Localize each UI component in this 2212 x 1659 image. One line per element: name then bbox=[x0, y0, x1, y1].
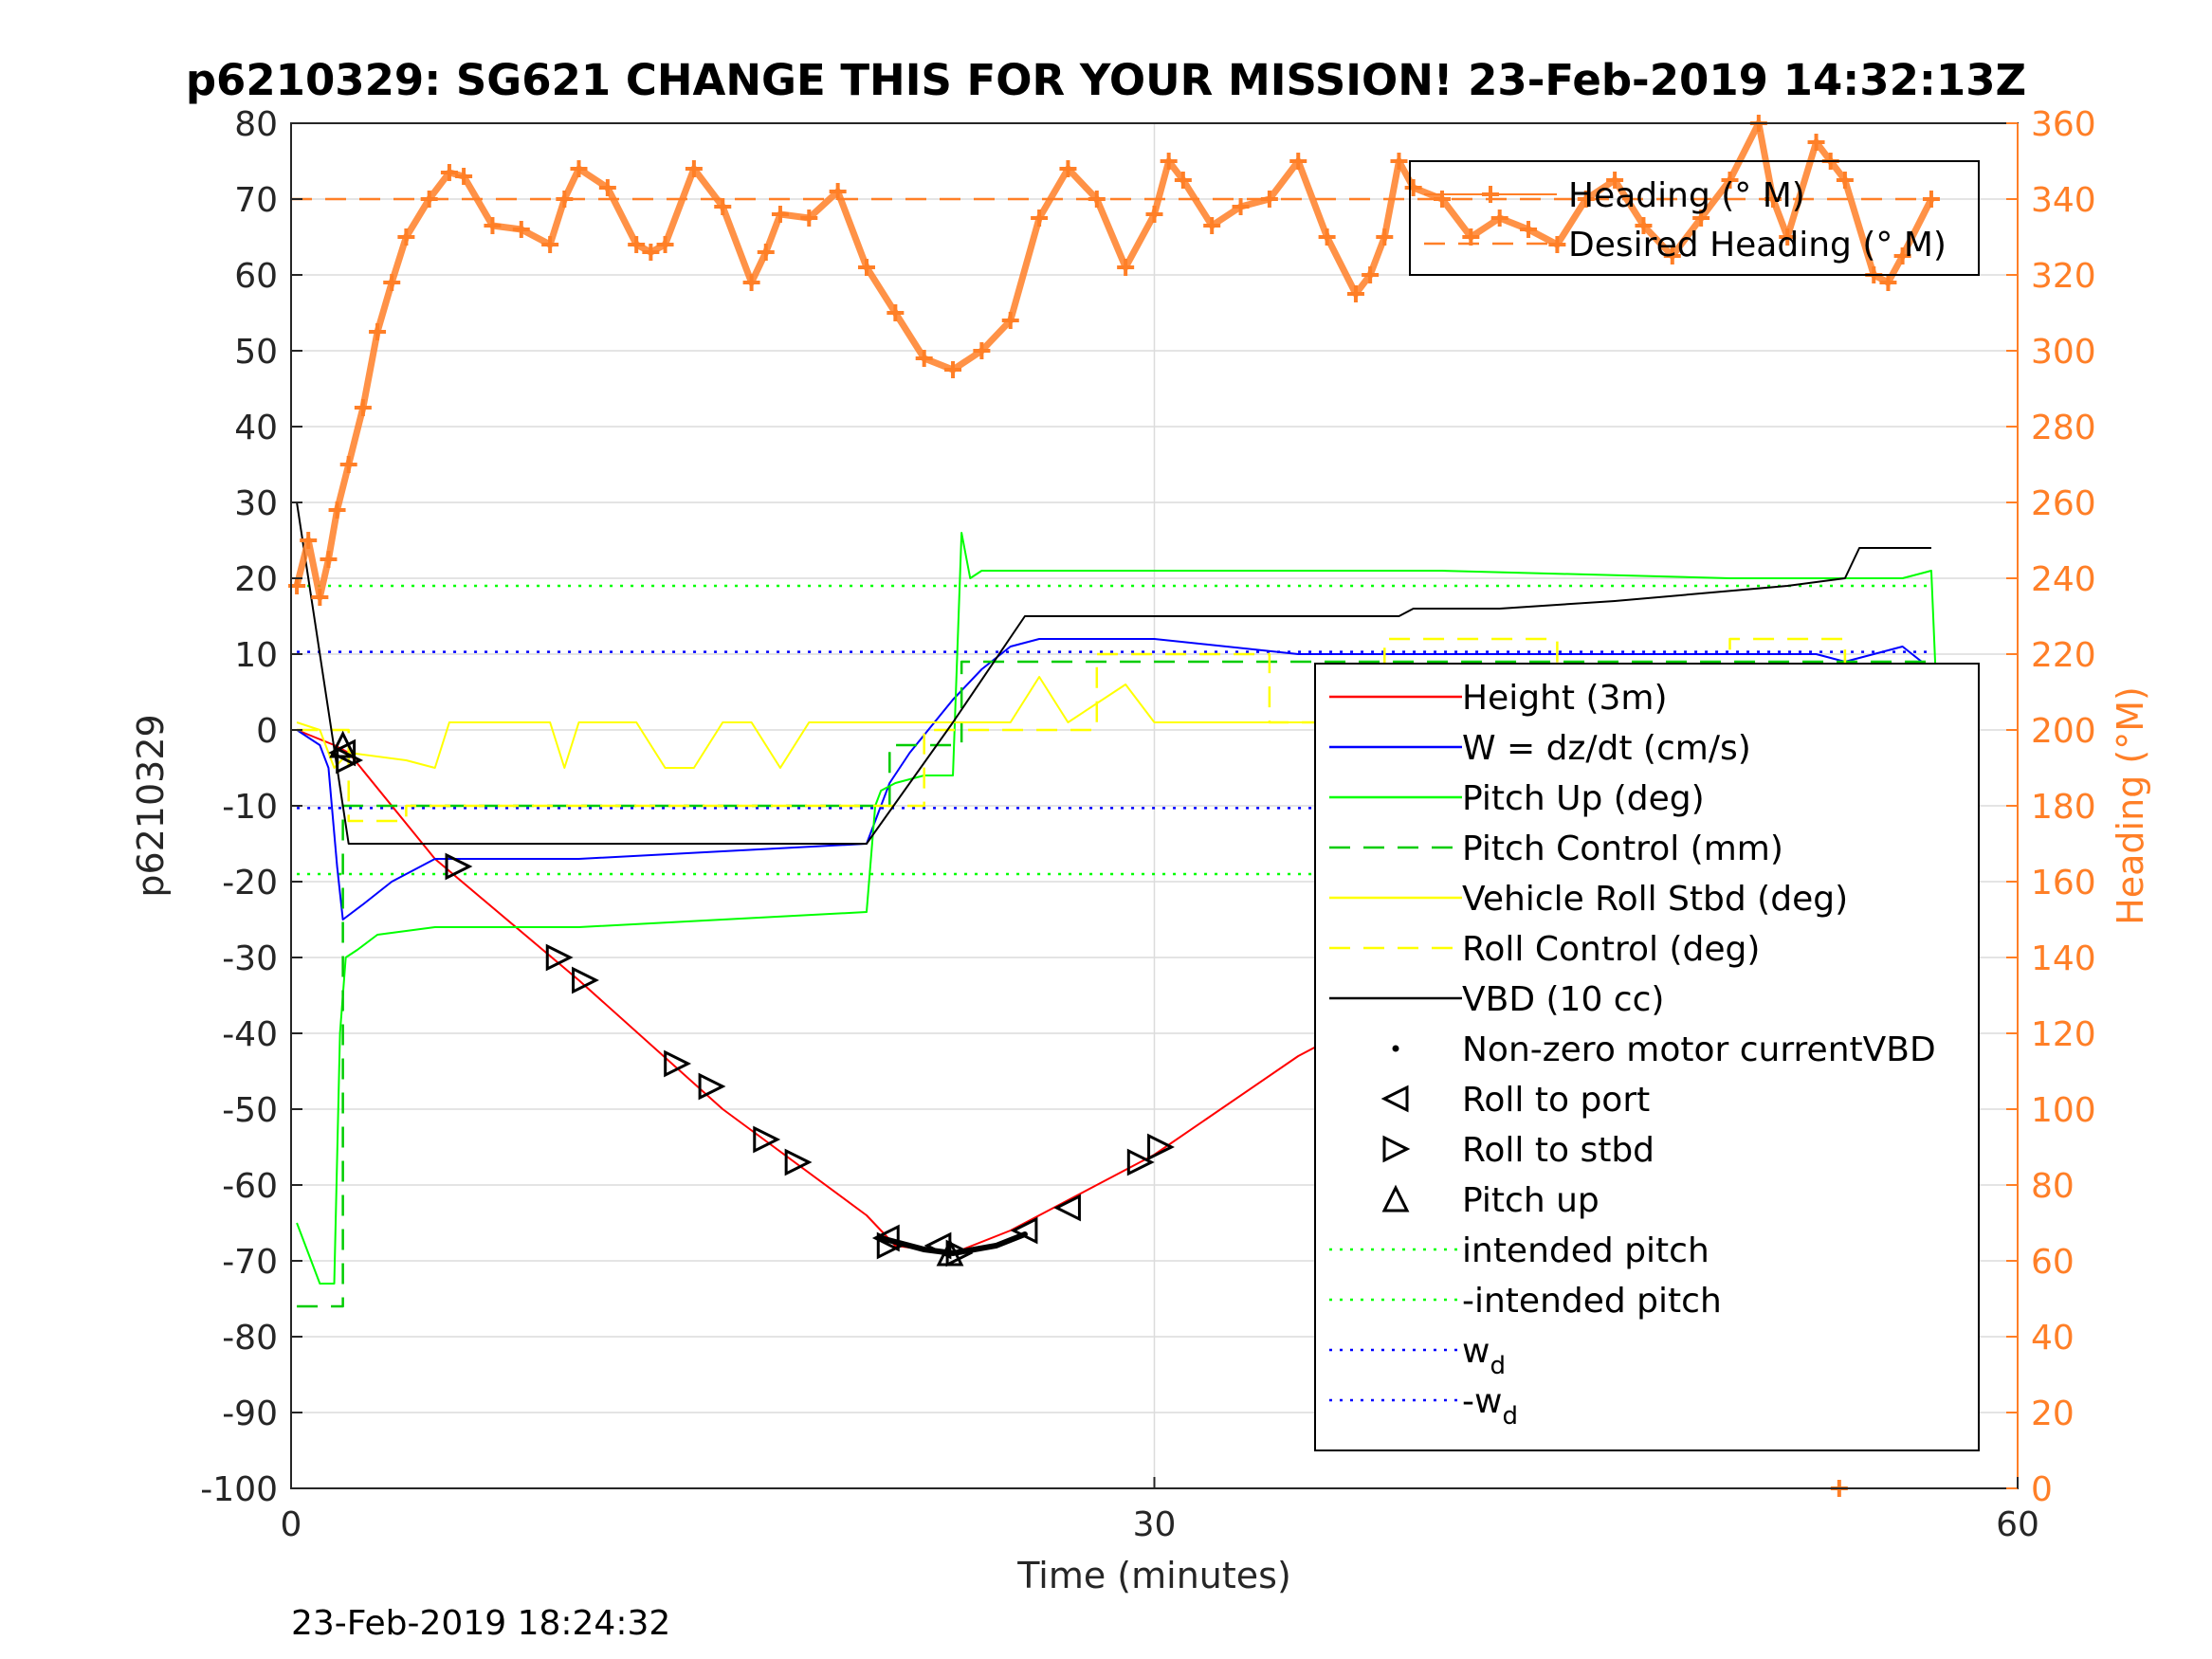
vbd-motor-trace bbox=[878, 1231, 1028, 1257]
roll-to-stbd-marker bbox=[698, 1072, 726, 1101]
heading-line bbox=[293, 119, 1935, 601]
left-tick-label: 70 bbox=[234, 181, 278, 220]
left-tick-label: 20 bbox=[234, 560, 278, 599]
legend-sample-dot bbox=[1392, 1045, 1399, 1052]
roll-to-stbd-marker bbox=[876, 1231, 905, 1260]
right-tick-label: 80 bbox=[2031, 1167, 2075, 1206]
roll-to-port-marker bbox=[923, 1231, 952, 1260]
roll-to-stbd-marker bbox=[784, 1148, 813, 1176]
left-tick-label: 80 bbox=[234, 105, 278, 144]
roll-to-stbd-marker bbox=[445, 852, 473, 881]
right-tick-label: 300 bbox=[2031, 333, 2096, 372]
right-tick-label: 360 bbox=[2031, 105, 2096, 144]
right-tick-label: 320 bbox=[2031, 257, 2096, 296]
legend-sample-triangle bbox=[1382, 1135, 1411, 1163]
right-tick-label: 240 bbox=[2031, 560, 2096, 599]
heading-legend-box bbox=[1409, 160, 1980, 276]
roll-to-stbd-marker bbox=[664, 1049, 692, 1078]
left-tick-label: -70 bbox=[222, 1243, 278, 1282]
legend-label: Height (3m) bbox=[1462, 679, 1668, 718]
x-tick-label: 30 bbox=[1133, 1505, 1177, 1544]
legend-label: Heading (° M) bbox=[1568, 176, 1805, 215]
left-tick-label: -50 bbox=[222, 1091, 278, 1130]
legend-label: Roll Control (deg) bbox=[1462, 930, 1760, 969]
right-tick-label: 20 bbox=[2031, 1395, 2075, 1433]
left-tick-label: 30 bbox=[234, 484, 278, 523]
left-tick-label: -80 bbox=[222, 1319, 278, 1358]
right-tick-label: 160 bbox=[2031, 864, 2096, 902]
plot-timestamp: 23-Feb-2019 18:24:32 bbox=[291, 1604, 671, 1643]
left-tick-label: -40 bbox=[222, 1015, 278, 1054]
legend-sample-triangle bbox=[1381, 1184, 1410, 1212]
left-tick-label: 40 bbox=[234, 409, 278, 447]
right-tick-label: 180 bbox=[2031, 788, 2096, 827]
right-tick-label: 120 bbox=[2031, 1015, 2096, 1054]
right-tick-label: 140 bbox=[2031, 939, 2096, 978]
left-tick-label: -100 bbox=[200, 1470, 278, 1509]
legend-sample-triangle bbox=[1380, 1085, 1409, 1113]
legend-label: wd bbox=[1462, 1332, 1506, 1380]
series-line bbox=[296, 532, 1939, 1285]
legend: Heading (° M) Desired Heading (° M) Height… bbox=[1314, 160, 1980, 1451]
roll-to-stbd-marker bbox=[572, 966, 599, 994]
pitch-up-marker bbox=[936, 1238, 964, 1267]
right-tick-label: 280 bbox=[2031, 409, 2096, 447]
series-line bbox=[296, 638, 1932, 921]
right-tick-label: 260 bbox=[2031, 484, 2096, 523]
legend-label: -wd bbox=[1462, 1382, 1518, 1431]
left-tick-label: -60 bbox=[222, 1167, 278, 1206]
roll-to-port-marker bbox=[1053, 1194, 1081, 1222]
legend-label: Pitch up bbox=[1462, 1181, 1600, 1220]
x-axis-label: Time (minutes) bbox=[1016, 1555, 1291, 1596]
left-tick-label: 10 bbox=[234, 636, 278, 675]
legend-label: Pitch Control (mm) bbox=[1462, 830, 1783, 868]
right-tick-label: 340 bbox=[2031, 181, 2096, 220]
axes: -100-90-80-70-60-50-40-30-20-10010203040… bbox=[130, 105, 2151, 1596]
legend-label: intended pitch bbox=[1462, 1231, 1709, 1270]
y-axis-label-right: Heading (°M) bbox=[2110, 686, 2151, 925]
legend-label: Desired Heading (° M) bbox=[1568, 226, 1947, 264]
roll-to-port-marker bbox=[328, 738, 356, 767]
legend-label: VBD (10 cc) bbox=[1462, 980, 1664, 1019]
legend-label: -intended pitch bbox=[1462, 1282, 1722, 1321]
series-line bbox=[296, 501, 1931, 845]
x-tick-label: 60 bbox=[1996, 1505, 2039, 1544]
roll-to-port-marker bbox=[1010, 1216, 1038, 1245]
right-tick-label: 100 bbox=[2031, 1091, 2096, 1130]
roll-to-stbd-marker bbox=[336, 746, 364, 775]
pitch-up-marker bbox=[329, 730, 357, 758]
left-tick-label: 0 bbox=[256, 712, 278, 751]
marker-layer bbox=[328, 723, 1932, 1267]
roll-to-port-marker bbox=[871, 1224, 900, 1252]
main-legend-box bbox=[1314, 663, 1980, 1451]
left-tick-label: 50 bbox=[234, 333, 278, 372]
legend-label: Non-zero motor currentVBD bbox=[1462, 1030, 1936, 1069]
left-tick-label: -90 bbox=[222, 1395, 278, 1433]
left-tick-label: -10 bbox=[222, 788, 278, 827]
roll-to-stbd-marker bbox=[753, 1125, 781, 1154]
series-line bbox=[297, 637, 1931, 823]
chart-title: p6210329: SG621 CHANGE THIS FOR YOUR MIS… bbox=[185, 55, 2027, 105]
left-tick-label: -20 bbox=[222, 864, 278, 902]
right-tick-label: 60 bbox=[2031, 1243, 2075, 1282]
legend-label: Vehicle Roll Stbd (deg) bbox=[1462, 880, 1848, 919]
left-tick-label: -30 bbox=[222, 939, 278, 978]
left-tick-label: 60 bbox=[234, 257, 278, 296]
right-tick-label: 0 bbox=[2031, 1470, 2053, 1509]
right-tick-label: 220 bbox=[2031, 636, 2096, 675]
roll-to-stbd-marker bbox=[1126, 1148, 1155, 1176]
roll-to-stbd-marker bbox=[545, 943, 574, 972]
x-tick-label: 0 bbox=[281, 1505, 302, 1544]
legend-label: Roll to port bbox=[1462, 1081, 1650, 1120]
legend-label: W = dz/dt (cm/s) bbox=[1462, 729, 1751, 768]
reference-lines bbox=[297, 584, 1931, 876]
y-axis-label-left: p6210329 bbox=[130, 714, 172, 897]
legend-label: Pitch Up (deg) bbox=[1462, 779, 1705, 818]
right-tick-label: 200 bbox=[2031, 712, 2096, 751]
legend-label: Roll to stbd bbox=[1462, 1131, 1654, 1170]
right-tick-label: 40 bbox=[2031, 1319, 2075, 1358]
roll-to-stbd-marker bbox=[1147, 1133, 1175, 1161]
legend-sample-plus bbox=[1482, 186, 1499, 203]
